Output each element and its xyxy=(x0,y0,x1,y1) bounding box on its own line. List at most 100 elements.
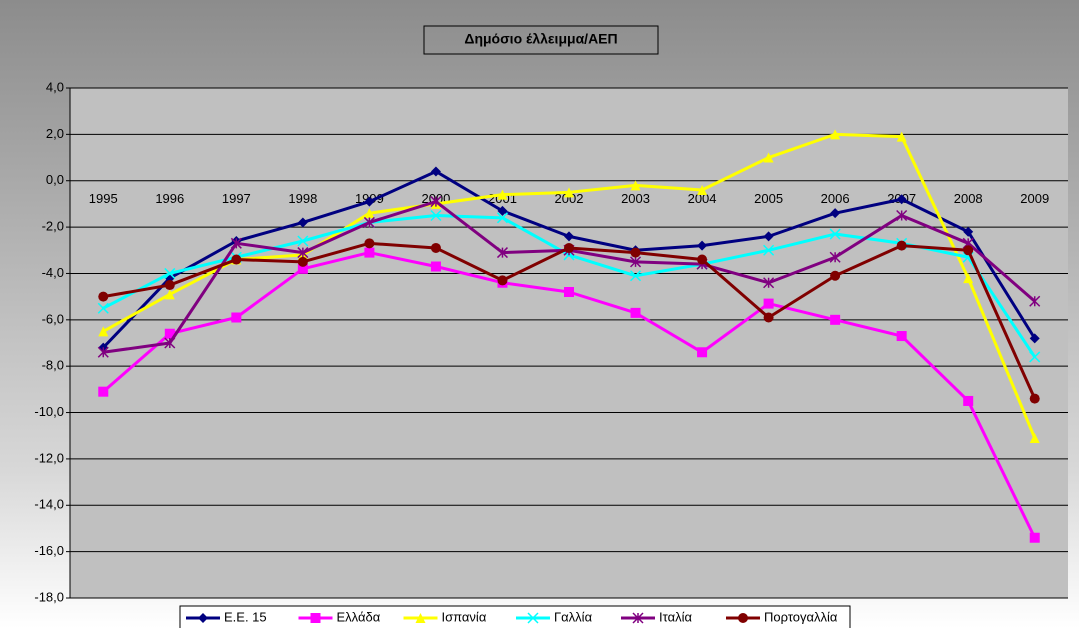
x-tick-label: 2003 xyxy=(621,191,650,206)
marker xyxy=(630,270,642,282)
legend-label: Πορτογαλλία xyxy=(764,609,838,624)
marker xyxy=(497,189,508,200)
marker xyxy=(1029,295,1041,307)
x-tick-label: 1995 xyxy=(89,191,118,206)
marker xyxy=(497,205,508,216)
chart-title: Δημόσιο έλλειμμα/ΑΕΠ xyxy=(464,31,617,47)
x-tick-label: 2009 xyxy=(1020,191,1049,206)
marker xyxy=(430,196,442,208)
marker xyxy=(830,129,841,140)
marker xyxy=(830,314,841,325)
marker xyxy=(364,196,375,207)
marker xyxy=(829,251,841,263)
x-tick-label: 2008 xyxy=(954,191,983,206)
marker xyxy=(564,242,574,253)
marker xyxy=(632,612,644,624)
x-tick-label: 2002 xyxy=(555,191,584,206)
marker xyxy=(297,217,308,228)
x-tick-label: 1996 xyxy=(155,191,184,206)
marker xyxy=(497,275,508,286)
marker xyxy=(896,331,907,342)
marker xyxy=(364,247,375,258)
marker xyxy=(697,254,708,265)
legend-label: Ελλάδα xyxy=(337,609,381,624)
marker xyxy=(763,231,774,242)
legend-label: Ε.Ε. 15 xyxy=(224,609,267,624)
y-tick-label: -10,0 xyxy=(34,404,64,419)
marker xyxy=(527,612,539,624)
marker xyxy=(98,326,109,337)
legend-label: Ισπανία xyxy=(442,609,487,624)
y-tick-label: -18,0 xyxy=(34,589,64,604)
y-tick-label: 0,0 xyxy=(46,172,64,187)
marker xyxy=(630,307,641,318)
marker xyxy=(564,187,574,198)
marker xyxy=(963,395,974,406)
legend-label: Ιταλία xyxy=(659,609,692,624)
legend-label: Γαλλία xyxy=(554,609,593,624)
marker xyxy=(430,261,441,272)
marker xyxy=(1029,333,1040,344)
marker xyxy=(297,247,309,259)
marker xyxy=(230,237,242,249)
marker xyxy=(164,337,176,349)
y-tick-label: -14,0 xyxy=(34,497,64,512)
marker xyxy=(297,235,309,247)
marker xyxy=(1029,351,1041,363)
marker xyxy=(763,152,774,163)
marker xyxy=(363,216,375,228)
marker xyxy=(496,212,508,224)
marker xyxy=(763,298,774,309)
plot-area xyxy=(70,88,1068,598)
marker xyxy=(963,273,974,284)
marker xyxy=(630,247,641,258)
marker xyxy=(97,302,109,314)
marker xyxy=(830,270,841,281)
marker xyxy=(231,254,242,265)
x-tick-label: 2005 xyxy=(754,191,783,206)
marker xyxy=(98,291,109,302)
marker xyxy=(630,256,642,268)
marker xyxy=(1029,393,1040,404)
marker xyxy=(896,240,907,251)
marker xyxy=(164,328,175,339)
x-tick-label: 2004 xyxy=(688,191,717,206)
y-tick-label: 2,0 xyxy=(46,126,64,141)
marker xyxy=(415,613,426,623)
marker xyxy=(697,185,708,195)
y-tick-label: -4,0 xyxy=(42,265,64,280)
marker xyxy=(297,256,308,267)
marker xyxy=(430,242,441,253)
marker xyxy=(896,209,908,222)
y-tick-label: 4,0 xyxy=(46,79,64,94)
marker xyxy=(564,287,574,297)
x-tick-label: 1998 xyxy=(288,191,317,206)
marker xyxy=(1029,433,1040,444)
marker xyxy=(830,208,841,219)
x-tick-label: 1997 xyxy=(222,191,251,206)
x-tick-label: 2006 xyxy=(821,191,850,206)
y-tick-label: -2,0 xyxy=(42,219,64,234)
marker xyxy=(738,613,748,623)
y-tick-label: -8,0 xyxy=(42,358,64,373)
marker xyxy=(164,289,175,300)
marker xyxy=(310,613,321,623)
marker xyxy=(763,244,775,256)
marker xyxy=(1029,532,1040,543)
marker xyxy=(198,613,208,623)
marker xyxy=(496,247,508,259)
marker xyxy=(231,312,242,323)
marker xyxy=(963,245,974,256)
marker xyxy=(963,226,974,237)
marker xyxy=(297,263,308,274)
marker xyxy=(896,194,907,205)
marker xyxy=(364,238,375,249)
marker xyxy=(164,267,176,279)
marker xyxy=(697,347,708,358)
y-tick-label: -16,0 xyxy=(34,543,64,558)
marker xyxy=(364,208,375,219)
title-box xyxy=(423,25,659,55)
marker xyxy=(98,386,109,397)
y-tick-label: -6,0 xyxy=(42,311,64,326)
